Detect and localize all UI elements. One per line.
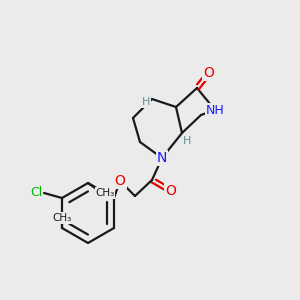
Text: O: O <box>204 66 214 80</box>
Text: Cl: Cl <box>30 187 42 200</box>
Text: H: H <box>183 136 191 146</box>
Text: NH: NH <box>206 103 224 116</box>
Text: CH₃: CH₃ <box>95 188 115 198</box>
Text: H: H <box>142 97 150 107</box>
Text: O: O <box>115 174 125 188</box>
Text: O: O <box>166 184 176 198</box>
Text: N: N <box>157 151 167 165</box>
Text: CH₃: CH₃ <box>52 213 72 223</box>
